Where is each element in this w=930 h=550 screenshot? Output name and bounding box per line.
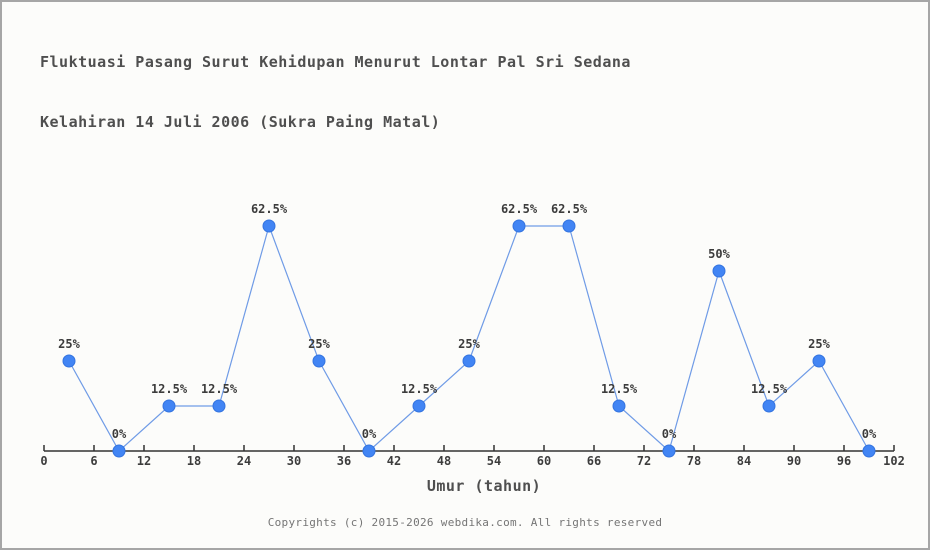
data-point-label: 12.5%	[401, 382, 438, 396]
data-point-label: 25%	[58, 337, 80, 351]
data-point-label: 25%	[458, 337, 480, 351]
data-point	[612, 399, 626, 413]
data-point	[412, 399, 426, 413]
data-point-label: 25%	[308, 337, 330, 351]
data-point	[512, 219, 526, 233]
data-point-label: 12.5%	[201, 382, 238, 396]
x-axis-tick-label: 24	[237, 454, 251, 468]
data-point-label: 62.5%	[551, 202, 588, 216]
data-point-label: 0%	[112, 427, 127, 441]
chart-title: Fluktuasi Pasang Surut Kehidupan Menurut…	[40, 12, 631, 172]
data-point-label: 25%	[808, 337, 830, 351]
data-point	[262, 219, 276, 233]
data-point	[112, 444, 126, 458]
data-point	[62, 354, 76, 368]
x-axis-tick-label: 36	[337, 454, 351, 468]
x-axis-tick-label: 48	[437, 454, 451, 468]
x-axis-tick-label: 90	[787, 454, 801, 468]
x-axis-tick-label: 18	[187, 454, 201, 468]
copyright-text: Copyrights (c) 2015-2026 webdika.com. Al…	[267, 516, 663, 529]
data-point-label: 0%	[862, 427, 877, 441]
data-point-label: 0%	[662, 427, 677, 441]
data-point	[862, 444, 876, 458]
x-axis-tick-label: 72	[637, 454, 651, 468]
data-point-label: 62.5%	[251, 202, 288, 216]
x-axis-tick-label: 42	[387, 454, 401, 468]
x-axis-tick-label: 60	[537, 454, 551, 468]
data-point	[562, 219, 576, 233]
data-point	[212, 399, 226, 413]
data-point-label: 12.5%	[601, 382, 638, 396]
x-axis-tick-label: 30	[287, 454, 301, 468]
data-point-label: 62.5%	[501, 202, 538, 216]
data-point	[162, 399, 176, 413]
data-point-label: 12.5%	[751, 382, 788, 396]
x-axis-label: Umur (tahun)	[426, 477, 542, 495]
x-axis-tick-label: 84	[737, 454, 751, 468]
data-point	[812, 354, 826, 368]
x-axis-tick-label: 12	[137, 454, 151, 468]
chart-title-line1: Fluktuasi Pasang Surut Kehidupan Menurut…	[40, 53, 631, 71]
data-point-label: 50%	[708, 247, 730, 261]
x-axis-tick-label: 96	[837, 454, 851, 468]
x-axis-tick-label: 54	[487, 454, 501, 468]
data-point-label: 0%	[362, 427, 377, 441]
x-axis-tick-label: 66	[587, 454, 601, 468]
data-point-label: 12.5%	[151, 382, 188, 396]
x-axis-tick-label: 102	[883, 454, 905, 468]
x-axis-tick-label: 78	[687, 454, 701, 468]
data-point	[712, 264, 726, 278]
data-point	[762, 399, 776, 413]
data-point	[662, 444, 676, 458]
x-axis-tick-label: 0	[40, 454, 47, 468]
x-axis-tick-label: 6	[90, 454, 97, 468]
chart-title-line2: Kelahiran 14 Juli 2006 (Sukra Paing Mata…	[40, 113, 441, 131]
data-point	[362, 444, 376, 458]
data-point	[312, 354, 326, 368]
data-point	[462, 354, 476, 368]
